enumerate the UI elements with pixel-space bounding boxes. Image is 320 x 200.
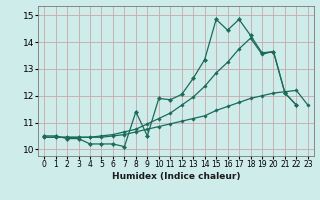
X-axis label: Humidex (Indice chaleur): Humidex (Indice chaleur)	[112, 172, 240, 181]
